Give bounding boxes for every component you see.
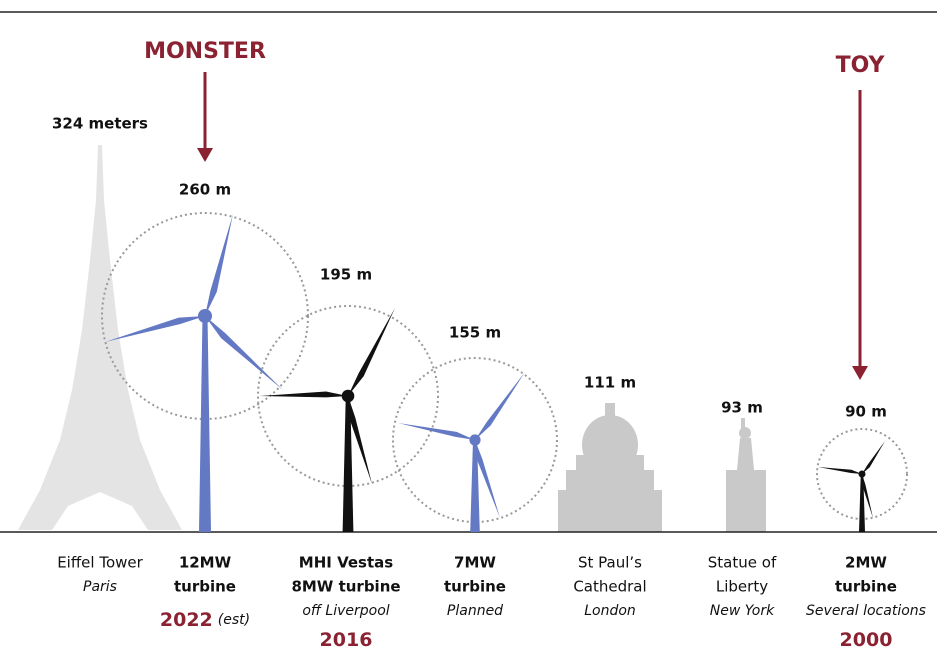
eiffel-tower: [18, 145, 182, 530]
tower: [342, 396, 354, 532]
item-name: Statue of: [708, 554, 777, 572]
item-name: Cathedral: [573, 578, 646, 596]
blade: [862, 474, 873, 518]
toy-arrow: [852, 90, 868, 380]
toy-label: TOY: [836, 53, 886, 78]
height-label: 90 m: [845, 403, 887, 421]
wind-turbine: [101, 212, 309, 532]
wind-turbine: [257, 305, 439, 532]
blade: [205, 316, 283, 390]
monster-label: MONSTER: [144, 39, 266, 64]
height-label: 324 meters: [52, 115, 148, 133]
height-label: 195 m: [320, 266, 372, 284]
blade: [260, 391, 348, 398]
hub: [341, 389, 355, 403]
blade: [475, 440, 500, 518]
item-name: turbine: [444, 578, 506, 596]
item-name: St Paul’s: [578, 554, 642, 572]
hub: [469, 434, 481, 446]
statue-of-liberty: [726, 418, 766, 532]
hub: [198, 309, 212, 323]
blade: [398, 423, 475, 440]
year-note: (est): [218, 612, 250, 628]
tower: [199, 316, 211, 532]
blade: [348, 396, 372, 484]
blade: [475, 372, 525, 440]
tower: [470, 440, 480, 532]
blade: [205, 214, 233, 316]
blade: [105, 316, 205, 342]
height-label: 93 m: [721, 399, 763, 417]
item-detail: London: [584, 603, 636, 619]
item-year: 2000: [840, 629, 893, 651]
item-name: 2MW: [845, 554, 887, 572]
item-name: MHI Vestas: [299, 554, 393, 572]
monster-arrow: [197, 72, 213, 162]
item-name: 7MW: [454, 554, 496, 572]
blade: [348, 308, 395, 396]
item-detail: Several locations: [806, 603, 926, 619]
blade: [818, 467, 862, 474]
st-pauls-cathedral: [558, 403, 662, 532]
item-name: 8MW turbine: [291, 578, 400, 596]
wind-turbine: [392, 357, 558, 532]
year: 2000: [840, 629, 893, 651]
item-year: 2016: [320, 629, 373, 651]
item-detail: off Liverpool: [302, 603, 389, 619]
item-name: turbine: [835, 578, 897, 596]
item-name: Eiffel Tower: [57, 554, 143, 572]
year: 2022: [160, 609, 213, 631]
wind-turbine: [816, 428, 908, 532]
item-detail: Planned: [447, 603, 503, 619]
item-detail: Paris: [83, 579, 117, 595]
year: 2016: [320, 629, 373, 651]
item-name: 12MW: [179, 554, 232, 572]
hub: [858, 470, 866, 478]
item-year: 2022 (est): [160, 609, 250, 631]
item-name: Liberty: [716, 578, 768, 596]
height-label: 260 m: [179, 181, 231, 199]
item-name: turbine: [174, 578, 236, 596]
item-detail: New York: [710, 603, 775, 619]
height-label: 111 m: [584, 374, 636, 392]
blade: [862, 441, 885, 474]
height-label: 155 m: [449, 324, 501, 342]
rotor-circle: [392, 357, 558, 523]
